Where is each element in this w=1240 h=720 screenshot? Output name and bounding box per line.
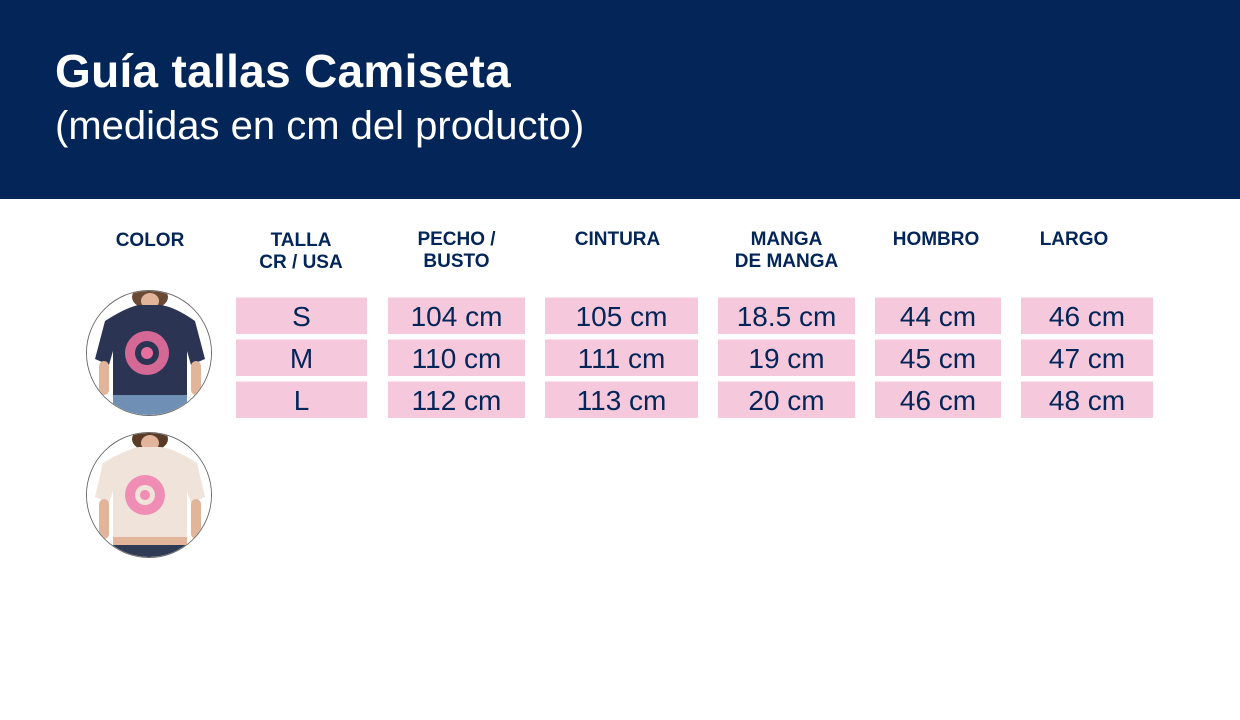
column-header-color-line1: COLOR bbox=[115, 230, 185, 251]
column-header-largo: LARGO bbox=[1021, 229, 1127, 251]
color-swatch-navy bbox=[86, 290, 212, 416]
column-header-largo-line1: LARGO bbox=[1039, 229, 1109, 250]
column-header-manga: MANGA DE MANGA bbox=[718, 229, 855, 273]
largo-cell-l: 48 cm bbox=[1021, 381, 1153, 418]
cintura-cell-l: 113 cm bbox=[545, 381, 698, 418]
column-header-talla: TALLA CR / USA bbox=[236, 230, 366, 274]
manga-cell-l: 20 cm bbox=[718, 381, 855, 418]
navy-tshirt-image bbox=[87, 291, 211, 415]
page-title: Guía tallas Camiseta bbox=[55, 45, 511, 97]
page-subtitle: (medidas en cm del producto) bbox=[55, 104, 585, 148]
largo-cell-s: 46 cm bbox=[1021, 297, 1153, 334]
largo-cell-m: 47 cm bbox=[1021, 339, 1153, 376]
pecho-cell-s: 104 cm bbox=[388, 297, 525, 334]
pecho-cell-l: 112 cm bbox=[388, 381, 525, 418]
column-header-pecho: PECHO / BUSTO bbox=[388, 229, 525, 273]
size-cell-m: M bbox=[236, 339, 367, 376]
hombro-cell-m: 45 cm bbox=[875, 339, 1001, 376]
column-header-cintura: CINTURA bbox=[545, 229, 690, 251]
cintura-cell-m: 111 cm bbox=[545, 339, 698, 376]
column-header-hombro: HOMBRO bbox=[875, 229, 997, 251]
column-header-hombro-line1: HOMBRO bbox=[892, 229, 980, 250]
column-header-pecho-line1: PECHO / bbox=[417, 229, 496, 250]
size-cell-l: L bbox=[236, 381, 367, 418]
column-header-manga-line2: DE MANGA bbox=[734, 251, 839, 272]
manga-cell-s: 18.5 cm bbox=[718, 297, 855, 334]
page-header: Guía tallas Camiseta (medidas en cm del … bbox=[0, 0, 1240, 199]
size-cell-s: S bbox=[236, 297, 367, 334]
column-header-pecho-line2: BUSTO bbox=[423, 251, 490, 272]
column-header-cintura-line1: CINTURA bbox=[574, 229, 661, 250]
hombro-cell-s: 44 cm bbox=[875, 297, 1001, 334]
manga-cell-m: 19 cm bbox=[718, 339, 855, 376]
column-header-color: COLOR bbox=[95, 230, 205, 252]
column-header-talla-line1: TALLA bbox=[270, 230, 332, 251]
cream-tshirt-image bbox=[87, 433, 211, 557]
cintura-cell-s: 105 cm bbox=[545, 297, 698, 334]
pecho-cell-m: 110 cm bbox=[388, 339, 525, 376]
column-header-manga-line1: MANGA bbox=[750, 229, 823, 250]
column-header-talla-line2: CR / USA bbox=[259, 252, 343, 273]
hombro-cell-l: 46 cm bbox=[875, 381, 1001, 418]
color-swatch-cream bbox=[86, 432, 212, 558]
